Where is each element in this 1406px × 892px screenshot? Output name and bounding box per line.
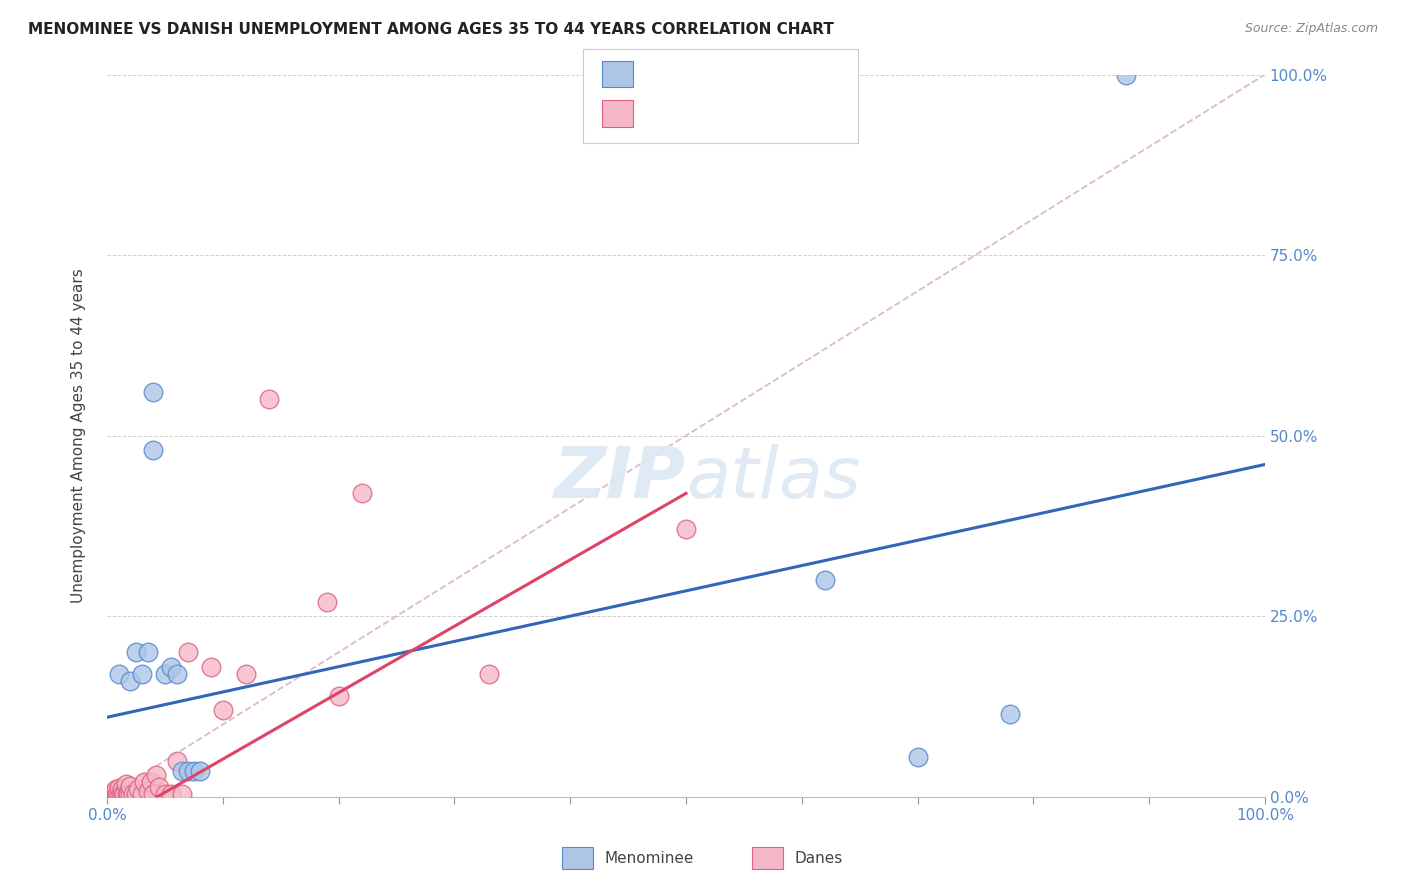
- Text: R =: R =: [644, 65, 681, 83]
- Text: 0.375: 0.375: [683, 65, 735, 83]
- Point: [166, 667, 188, 681]
- Point: [117, 787, 139, 801]
- Point: [153, 667, 176, 681]
- Point: [172, 764, 194, 779]
- Point: [235, 667, 257, 681]
- Point: [101, 787, 124, 801]
- Point: [148, 780, 170, 794]
- Point: [136, 645, 159, 659]
- Text: 18: 18: [782, 65, 804, 83]
- Point: [112, 787, 135, 801]
- Point: [111, 782, 134, 797]
- Y-axis label: Unemployment Among Ages 35 to 44 years: Unemployment Among Ages 35 to 44 years: [72, 268, 86, 603]
- Point: [105, 782, 128, 797]
- Text: 0.646: 0.646: [683, 104, 735, 122]
- Point: [1115, 68, 1137, 82]
- Point: [316, 595, 339, 609]
- Point: [159, 787, 181, 801]
- Text: atlas: atlas: [686, 444, 860, 514]
- Point: [142, 443, 165, 458]
- Point: [107, 780, 129, 795]
- Point: [177, 764, 200, 779]
- Text: N =: N =: [737, 104, 785, 122]
- Point: [114, 787, 136, 801]
- Point: [177, 645, 200, 659]
- Point: [120, 787, 142, 801]
- Point: [814, 573, 837, 587]
- Text: Danes: Danes: [794, 851, 842, 865]
- Point: [478, 667, 501, 681]
- Point: [120, 779, 142, 793]
- Point: [188, 764, 211, 779]
- Point: [107, 787, 129, 801]
- Point: [350, 486, 373, 500]
- Text: N =: N =: [737, 65, 785, 83]
- Point: [115, 787, 138, 801]
- Point: [107, 667, 129, 681]
- Point: [120, 674, 142, 689]
- Point: [183, 764, 205, 779]
- Point: [142, 385, 165, 400]
- Point: [131, 787, 153, 801]
- Point: [100, 786, 122, 800]
- Point: [998, 706, 1021, 721]
- Point: [907, 750, 929, 764]
- Point: [139, 775, 162, 789]
- Text: 44: 44: [782, 104, 806, 122]
- Point: [104, 788, 127, 802]
- Point: [166, 754, 188, 768]
- Point: [104, 784, 127, 798]
- Text: Source: ZipAtlas.com: Source: ZipAtlas.com: [1244, 22, 1378, 36]
- Point: [114, 777, 136, 791]
- Point: [121, 787, 143, 801]
- Text: Menominee: Menominee: [605, 851, 695, 865]
- Point: [257, 392, 280, 407]
- Point: [153, 787, 176, 801]
- Text: ZIP: ZIP: [554, 444, 686, 514]
- Point: [212, 703, 235, 717]
- Text: MENOMINEE VS DANISH UNEMPLOYMENT AMONG AGES 35 TO 44 YEARS CORRELATION CHART: MENOMINEE VS DANISH UNEMPLOYMENT AMONG A…: [28, 22, 834, 37]
- Point: [142, 787, 165, 801]
- Point: [134, 775, 156, 789]
- Text: R =: R =: [644, 104, 681, 122]
- Point: [131, 667, 153, 681]
- Point: [328, 689, 350, 703]
- Point: [127, 782, 149, 797]
- Point: [107, 787, 129, 801]
- Point: [159, 659, 181, 673]
- Point: [110, 787, 132, 801]
- Point: [136, 784, 159, 798]
- Point: [105, 787, 128, 801]
- Point: [200, 659, 222, 673]
- Point: [100, 788, 122, 802]
- Point: [145, 768, 167, 782]
- Point: [125, 645, 148, 659]
- Point: [675, 523, 697, 537]
- Point: [172, 787, 194, 801]
- Point: [103, 786, 125, 800]
- Point: [125, 787, 148, 801]
